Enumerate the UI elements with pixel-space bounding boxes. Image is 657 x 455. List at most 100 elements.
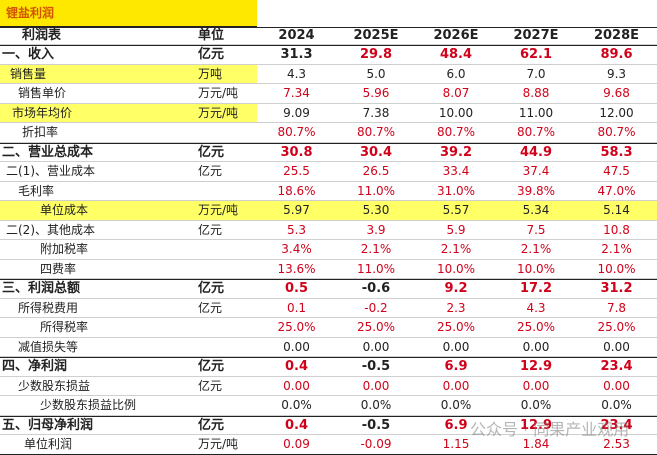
value-cell: 0.0% <box>257 396 336 416</box>
value-cell: 7.34 <box>257 84 336 104</box>
unit-cell <box>190 338 257 357</box>
value-cell: 7.38 <box>336 104 416 123</box>
value-cell: 0.1 <box>257 299 336 318</box>
value-cell: 5.14 <box>576 201 657 221</box>
value-cell: 80.7% <box>416 123 496 143</box>
value-cell: 13.6% <box>257 260 336 279</box>
value-cell: 7.8 <box>576 299 657 318</box>
value-cell: 12.00 <box>576 104 657 123</box>
value-cell: 0.00 <box>336 377 416 396</box>
header-cell: 2026E <box>416 27 496 45</box>
unit-cell: 亿元 <box>190 299 257 318</box>
row-label: 毛利率 <box>0 182 190 201</box>
value-cell: 31.0% <box>416 182 496 201</box>
row-label: 折扣率 <box>0 123 190 143</box>
value-cell: 0.00 <box>496 377 576 396</box>
value-cell: 25.0% <box>416 318 496 338</box>
value-cell: 0.00 <box>496 338 576 357</box>
row-label: 三、利润总额 <box>0 279 190 299</box>
row-separator <box>0 142 657 144</box>
value-cell: 5.34 <box>496 201 576 221</box>
value-cell: 39.2 <box>416 143 496 162</box>
header-cell: 利润表 <box>0 27 190 45</box>
value-cell: 6.0 <box>416 65 496 84</box>
row-label: 市场年均价 <box>0 103 190 123</box>
value-cell: 11.00 <box>496 104 576 123</box>
value-cell: 26.5 <box>336 162 416 182</box>
value-cell: 10.8 <box>576 221 657 240</box>
row-label: 四、净利润 <box>0 357 190 377</box>
unit-cell: 万吨 <box>190 64 257 84</box>
value-cell: 3.4% <box>257 240 336 260</box>
value-cell: 2.3 <box>416 299 496 318</box>
unit-cell: 亿元 <box>190 45 257 65</box>
row-separator <box>0 357 657 358</box>
value-cell: 9.2 <box>416 279 496 299</box>
row-separator <box>0 279 657 280</box>
unit-cell: 亿元 <box>190 279 257 299</box>
value-cell: 4.3 <box>496 299 576 318</box>
value-cell: 12.9 <box>496 357 576 377</box>
value-cell: 2.1% <box>416 240 496 260</box>
unit-cell: 亿元 <box>190 377 257 396</box>
value-cell: 39.8% <box>496 182 576 201</box>
value-cell: -0.5 <box>336 416 416 435</box>
value-cell: 80.7% <box>336 123 416 143</box>
value-cell: 25.5 <box>257 162 336 182</box>
unit-cell <box>190 260 257 279</box>
value-cell: 48.4 <box>416 45 496 65</box>
row-label: 单位利润 <box>0 435 190 455</box>
value-cell: 8.88 <box>496 84 576 104</box>
row-separator <box>0 27 657 28</box>
value-cell: 47.0% <box>576 182 657 201</box>
value-cell: 5.3 <box>257 221 336 240</box>
value-cell: 0.0% <box>416 396 496 416</box>
value-cell: 4.3 <box>257 65 336 84</box>
value-cell: 7.0 <box>496 65 576 84</box>
row-label: 销售量 <box>0 64 190 84</box>
unit-cell: 亿元 <box>190 221 257 240</box>
value-cell: 5.30 <box>336 201 416 221</box>
unit-cell: 万元/吨 <box>190 84 257 104</box>
value-cell: -0.5 <box>336 357 416 377</box>
value-cell: 9.68 <box>576 84 657 104</box>
value-cell: 8.07 <box>416 84 496 104</box>
value-cell: 10.0% <box>576 260 657 279</box>
row-separator <box>0 415 657 417</box>
unit-cell <box>190 182 257 201</box>
value-cell: 3.9 <box>336 221 416 240</box>
value-cell: 0.00 <box>257 377 336 396</box>
value-cell: 12.9 <box>496 416 576 435</box>
row-label: 所得税费用 <box>0 299 190 318</box>
value-cell: 31.2 <box>576 279 657 299</box>
unit-cell <box>190 396 257 416</box>
value-cell: 31.3 <box>257 45 336 65</box>
unit-cell: 亿元 <box>190 357 257 377</box>
value-cell: 62.1 <box>496 45 576 65</box>
value-cell: 17.2 <box>496 279 576 299</box>
row-label: 减值损失等 <box>0 338 190 357</box>
value-cell: 30.4 <box>336 143 416 162</box>
header-cell: 2024 <box>257 27 336 45</box>
value-cell: 25.0% <box>257 318 336 338</box>
value-cell: 5.0 <box>336 65 416 84</box>
value-cell: 89.6 <box>576 45 657 65</box>
sheet-title: 锂盐利润 <box>0 0 257 27</box>
row-label: 五、归母净利润 <box>0 416 190 435</box>
header-cell: 单位 <box>190 27 257 45</box>
value-cell: 11.0% <box>336 182 416 201</box>
row-label: 一、收入 <box>0 45 190 65</box>
unit-cell: 亿元 <box>190 162 257 182</box>
value-cell: -0.09 <box>336 435 416 455</box>
row-label: 二(1)、营业成本 <box>0 162 190 182</box>
value-cell: 44.9 <box>496 143 576 162</box>
value-cell: 7.5 <box>496 221 576 240</box>
value-cell: 25.0% <box>576 318 657 338</box>
value-cell: 9.09 <box>257 104 336 123</box>
watermark: 公众号 · 同果产业观用 <box>470 420 630 439</box>
value-cell: 6.9 <box>416 416 496 435</box>
value-cell: 58.3 <box>576 143 657 162</box>
value-cell: 0.4 <box>257 416 336 435</box>
value-cell: 18.6% <box>257 182 336 201</box>
